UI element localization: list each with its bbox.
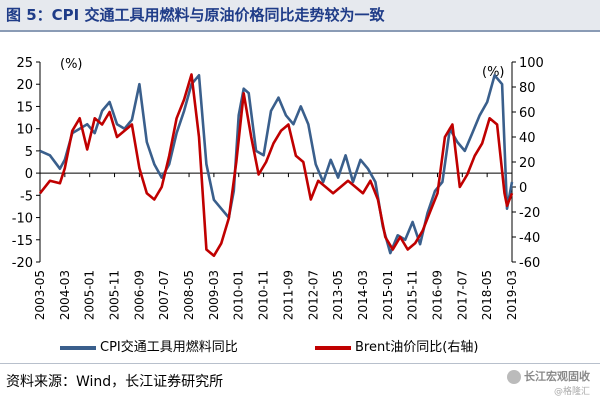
x-tick-label: 2014-03: [356, 270, 370, 320]
line-chart: -20 -15 -10 -5 0 5 10 15 20 25 -60 -40 -20 0 20 40 60 80 1…: [12, 56, 544, 320]
legend-label-cpi: CPI交通工具用燃料同比: [100, 340, 238, 355]
x-tick-label: 2015-01: [381, 270, 395, 320]
x-tick-label: 2003-05: [33, 270, 47, 320]
watermark: 长江宏观固收 @格隆汇: [507, 368, 590, 397]
x-tick-label: 2011-09: [281, 270, 295, 320]
x-tick-label: 2012-07: [306, 270, 320, 320]
series-line-cpi: [39, 73, 514, 255]
x-tick-label: 2016-09: [430, 270, 444, 320]
left-tick-label: -15: [12, 234, 33, 249]
source-note: 资料来源：Wind，长江证券研究所: [6, 374, 224, 390]
x-tick-label: 2004-03: [58, 270, 72, 320]
left-tick-label: -5: [20, 189, 33, 204]
legend-item-brent: Brent油价同比(右轴): [315, 338, 478, 358]
x-tick-label: 2009-03: [207, 270, 221, 320]
x-tick-label: 2018-05: [480, 270, 494, 320]
x-tick-label: 2017-07: [455, 270, 469, 320]
x-tick-label: 2019-03: [505, 270, 519, 320]
right-tick-label: -20: [519, 206, 540, 221]
right-tick-label: 0: [519, 181, 527, 196]
x-tick-label: 2005-11: [108, 270, 122, 320]
x-tick-label: 2006-09: [132, 270, 146, 320]
legend-swatch-brent: [315, 345, 351, 350]
figure-title: 图 5：CPI 交通工具用燃料与原油价格同比走势较为一致: [0, 0, 600, 30]
right-tick-label: -40: [519, 231, 540, 246]
x-tick-label: 2005-01: [83, 270, 97, 320]
chart-legend: CPI交通工具用燃料同比 Brent油价同比(右轴): [60, 338, 590, 358]
left-tick-label: -20: [12, 256, 33, 271]
x-tick-label: 2013-05: [331, 270, 345, 320]
left-tick-label: 15: [16, 100, 33, 115]
x-tick-label: 2010-11: [257, 270, 271, 320]
title-divider: [0, 30, 600, 32]
left-tick-label: -10: [12, 212, 33, 227]
x-tick-label: 2008-05: [182, 270, 196, 320]
wechat-icon: [507, 370, 521, 384]
left-tick-label: 20: [16, 78, 33, 93]
x-tick-label: 2010-01: [232, 270, 246, 320]
legend-label-brent: Brent油价同比(右轴): [355, 340, 479, 355]
right-unit-label: (%): [482, 65, 505, 80]
left-unit-label: (%): [60, 57, 83, 72]
series-line-brent: [38, 73, 514, 258]
footer-divider: [0, 363, 600, 364]
legend-swatch-cpi: [60, 345, 96, 350]
watermark-sub-text: @格隆汇: [553, 387, 590, 397]
right-tick-label: 80: [519, 81, 536, 96]
left-tick-label: 0: [25, 167, 33, 182]
right-tick-label: 20: [519, 156, 536, 171]
legend-item-cpi: CPI交通工具用燃料同比: [60, 338, 238, 358]
left-tick-label: 5: [25, 145, 33, 160]
left-tick-label: 10: [16, 123, 33, 138]
right-tick-label: 100: [519, 56, 544, 71]
left-tick-label: 25: [16, 56, 33, 71]
x-tick-label: 2015-11: [406, 270, 420, 320]
right-tick-label: 60: [519, 106, 536, 121]
x-tick-label: 2007-07: [157, 270, 171, 320]
right-tick-label: -60: [519, 256, 540, 271]
right-tick-label: 40: [519, 131, 536, 146]
watermark-main-text: 长江宏观固收: [524, 370, 590, 383]
